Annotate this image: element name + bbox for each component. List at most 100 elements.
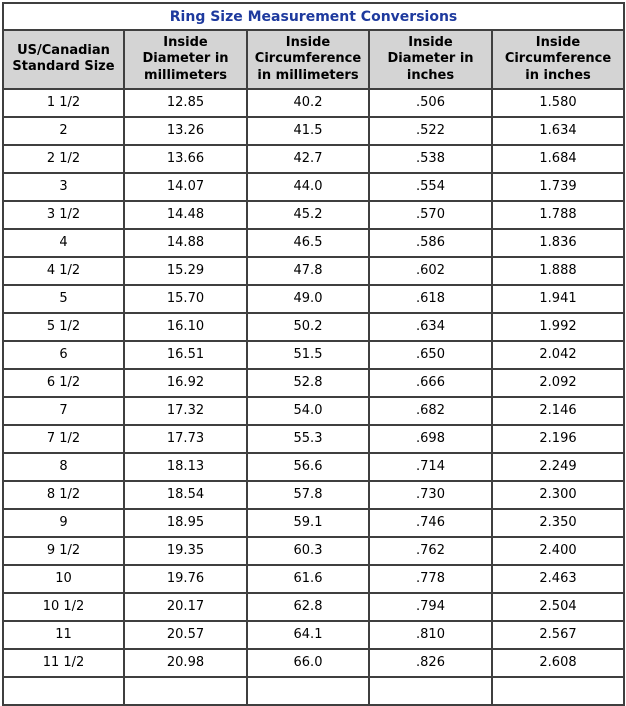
table-row: 2 1/2 13.66 42.7.538 1.684 xyxy=(2,143,626,174)
value-cell: 19.35 xyxy=(123,535,248,566)
value-cell: 57.8 xyxy=(246,479,370,510)
value-cell xyxy=(368,675,493,706)
ring-size-cell: 6 xyxy=(2,339,125,370)
value-cell: 62.8 xyxy=(246,591,370,622)
value-cell: 1.888 xyxy=(490,255,626,286)
value-cell: 1.788 xyxy=(490,199,626,230)
value-cell: 66.0 xyxy=(246,647,370,678)
value-cell: 2.042 xyxy=(490,339,626,370)
table-row: 9 1/2 19.35 60.3.762 2.400 xyxy=(2,535,626,566)
value-cell: 18.13 xyxy=(123,451,248,482)
value-cell: 1.634 xyxy=(490,115,626,146)
ring-size-cell: 7 xyxy=(2,395,125,426)
table-row: 10 19.76 61.6.778 2.463 xyxy=(2,563,626,594)
value-cell: 1.684 xyxy=(490,143,626,174)
value-cell: 2.350 xyxy=(490,507,626,538)
value-cell: .810 xyxy=(368,619,493,650)
value-cell: 59.1 xyxy=(246,507,370,538)
value-cell: 46.5 xyxy=(246,227,370,258)
value-cell: .522 xyxy=(368,115,493,146)
table-row: 7 1/2 17.73 55.3.698 2.196 xyxy=(2,423,626,454)
value-cell: 15.70 xyxy=(123,283,248,314)
value-cell: 49.0 xyxy=(246,283,370,314)
ring-size-cell: 8 1/2 xyxy=(2,479,125,510)
ring-size-cell: 7 1/2 xyxy=(2,423,125,454)
value-cell: .666 xyxy=(368,367,493,398)
table-row: 6 1/2 16.92 52.8.666 2.092 xyxy=(2,367,626,398)
value-cell: 52.8 xyxy=(246,367,370,398)
column-header: Inside Circumference in millimeters xyxy=(246,29,370,90)
value-cell: 13.66 xyxy=(123,143,248,174)
value-cell: .554 xyxy=(368,171,493,202)
value-cell: .650 xyxy=(368,339,493,370)
value-cell: .826 xyxy=(368,647,493,678)
value-cell: 41.5 xyxy=(246,115,370,146)
table-row: 10 1/2 20.17 62.8.794 2.504 xyxy=(2,591,626,622)
table-row: 7 17.32 54.0.682 2.146 xyxy=(2,395,626,426)
table-row: 8 18.13 56.6.714 2.249 xyxy=(2,451,626,482)
ring-size-cell: 1 1/2 xyxy=(2,87,125,118)
value-cell: .618 xyxy=(368,283,493,314)
table-row: 3 1/2 14.48 45.2.570 1.788 xyxy=(2,199,626,230)
value-cell: .586 xyxy=(368,227,493,258)
ring-size-cell: 3 xyxy=(2,171,125,202)
value-cell xyxy=(123,675,248,706)
column-header: Inside Circumference in inches xyxy=(490,29,626,90)
value-cell: .698 xyxy=(368,423,493,454)
value-cell: 17.32 xyxy=(123,395,248,426)
value-cell: 1.941 xyxy=(490,283,626,314)
table-row: 2 13.26 41.5.522 1.634 xyxy=(2,115,626,146)
table-row: 11 1/2 20.98 66.0.826 2.608 xyxy=(2,647,626,678)
table-row: 5 1/2 16.10 50.2.634 1.992 xyxy=(2,311,626,342)
value-cell: 20.17 xyxy=(123,591,248,622)
value-cell: 44.0 xyxy=(246,171,370,202)
value-cell: 2.146 xyxy=(490,395,626,426)
ring-size-cell: 4 xyxy=(2,227,125,258)
ring-size-cell: 9 xyxy=(2,507,125,538)
table-row: 4 1/2 15.29 47.8.602 1.888 xyxy=(2,255,626,286)
value-cell: .634 xyxy=(368,311,493,342)
table-row: 1 1/2 12.85 40.2.506 1.580 xyxy=(2,87,626,118)
value-cell xyxy=(246,675,370,706)
table-row-partial xyxy=(2,675,626,706)
value-cell: .746 xyxy=(368,507,493,538)
value-cell: 19.76 xyxy=(123,563,248,594)
value-cell: .538 xyxy=(368,143,493,174)
column-header: Inside Diameter in inches xyxy=(368,29,493,90)
table-row: 3 14.07 44.0.554 1.739 xyxy=(2,171,626,202)
value-cell: 16.10 xyxy=(123,311,248,342)
value-cell: 18.54 xyxy=(123,479,248,510)
value-cell: 13.26 xyxy=(123,115,248,146)
value-cell: 12.85 xyxy=(123,87,248,118)
value-cell: 1.836 xyxy=(490,227,626,258)
ring-size-cell: 9 1/2 xyxy=(2,535,125,566)
value-cell: 2.196 xyxy=(490,423,626,454)
value-cell: 16.92 xyxy=(123,367,248,398)
value-cell: 17.73 xyxy=(123,423,248,454)
ring-size-cell: 5 xyxy=(2,283,125,314)
value-cell: 2.300 xyxy=(490,479,626,510)
value-cell: 15.29 xyxy=(123,255,248,286)
column-header: Inside Diameter in millimeters xyxy=(123,29,248,90)
table-row: 11 20.57 64.1.810 2.567 xyxy=(2,619,626,650)
ring-size-cell: 11 xyxy=(2,619,125,650)
value-cell: .602 xyxy=(368,255,493,286)
value-cell: 2.092 xyxy=(490,367,626,398)
value-cell: 51.5 xyxy=(246,339,370,370)
value-cell: 2.249 xyxy=(490,451,626,482)
ring-size-cell: 6 1/2 xyxy=(2,367,125,398)
value-cell: 61.6 xyxy=(246,563,370,594)
value-cell: 20.57 xyxy=(123,619,248,650)
page-title: Ring Size Measurement Conversions xyxy=(1,2,626,31)
column-header: US/Canadian Standard Size xyxy=(2,29,125,90)
value-cell xyxy=(2,675,125,706)
table-row: 9 18.95 59.1.746 2.350 xyxy=(2,507,626,538)
value-cell: .506 xyxy=(368,87,493,118)
table-row: 4 14.88 46.5.586 1.836 xyxy=(2,227,626,258)
value-cell: 47.8 xyxy=(246,255,370,286)
ring-size-cell: 3 1/2 xyxy=(2,199,125,230)
ring-size-cell: 4 1/2 xyxy=(2,255,125,286)
value-cell: 16.51 xyxy=(123,339,248,370)
value-cell: .570 xyxy=(368,199,493,230)
